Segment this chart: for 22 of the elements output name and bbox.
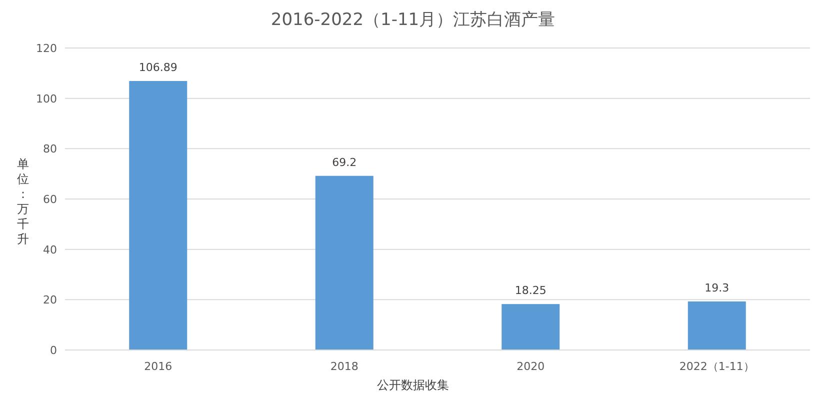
data-label: 19.3 bbox=[704, 281, 730, 294]
text: 公开数据收集 bbox=[377, 378, 449, 392]
x-tick-label: 2020 bbox=[516, 360, 545, 373]
y-tick-label: 120 bbox=[36, 42, 57, 55]
y-tick-label: 40 bbox=[43, 243, 57, 256]
y-tick-label: 20 bbox=[43, 294, 57, 307]
bar bbox=[502, 304, 560, 350]
x-tick-label: 2016 bbox=[144, 360, 172, 373]
bar bbox=[129, 80, 188, 350]
x-tick-label: 2022（1-11） bbox=[679, 360, 754, 373]
data-label: 18.25 bbox=[514, 284, 546, 298]
y-tick-label: 60 bbox=[43, 193, 57, 206]
bar bbox=[688, 301, 746, 350]
data-label: 69.2 bbox=[332, 156, 357, 169]
data-label: 106.89 bbox=[138, 60, 178, 74]
chart-title: 2016-2022（1-11月）江苏白酒产量 bbox=[270, 10, 556, 30]
y-tick-label: 100 bbox=[36, 92, 57, 106]
bar bbox=[315, 176, 374, 350]
x-tick-label: 2018 bbox=[330, 360, 358, 373]
y-tick-label: 0 bbox=[50, 344, 57, 357]
y-axis-title: 单位：万千升 bbox=[17, 157, 29, 246]
y-tick-label: 80 bbox=[43, 142, 57, 156]
